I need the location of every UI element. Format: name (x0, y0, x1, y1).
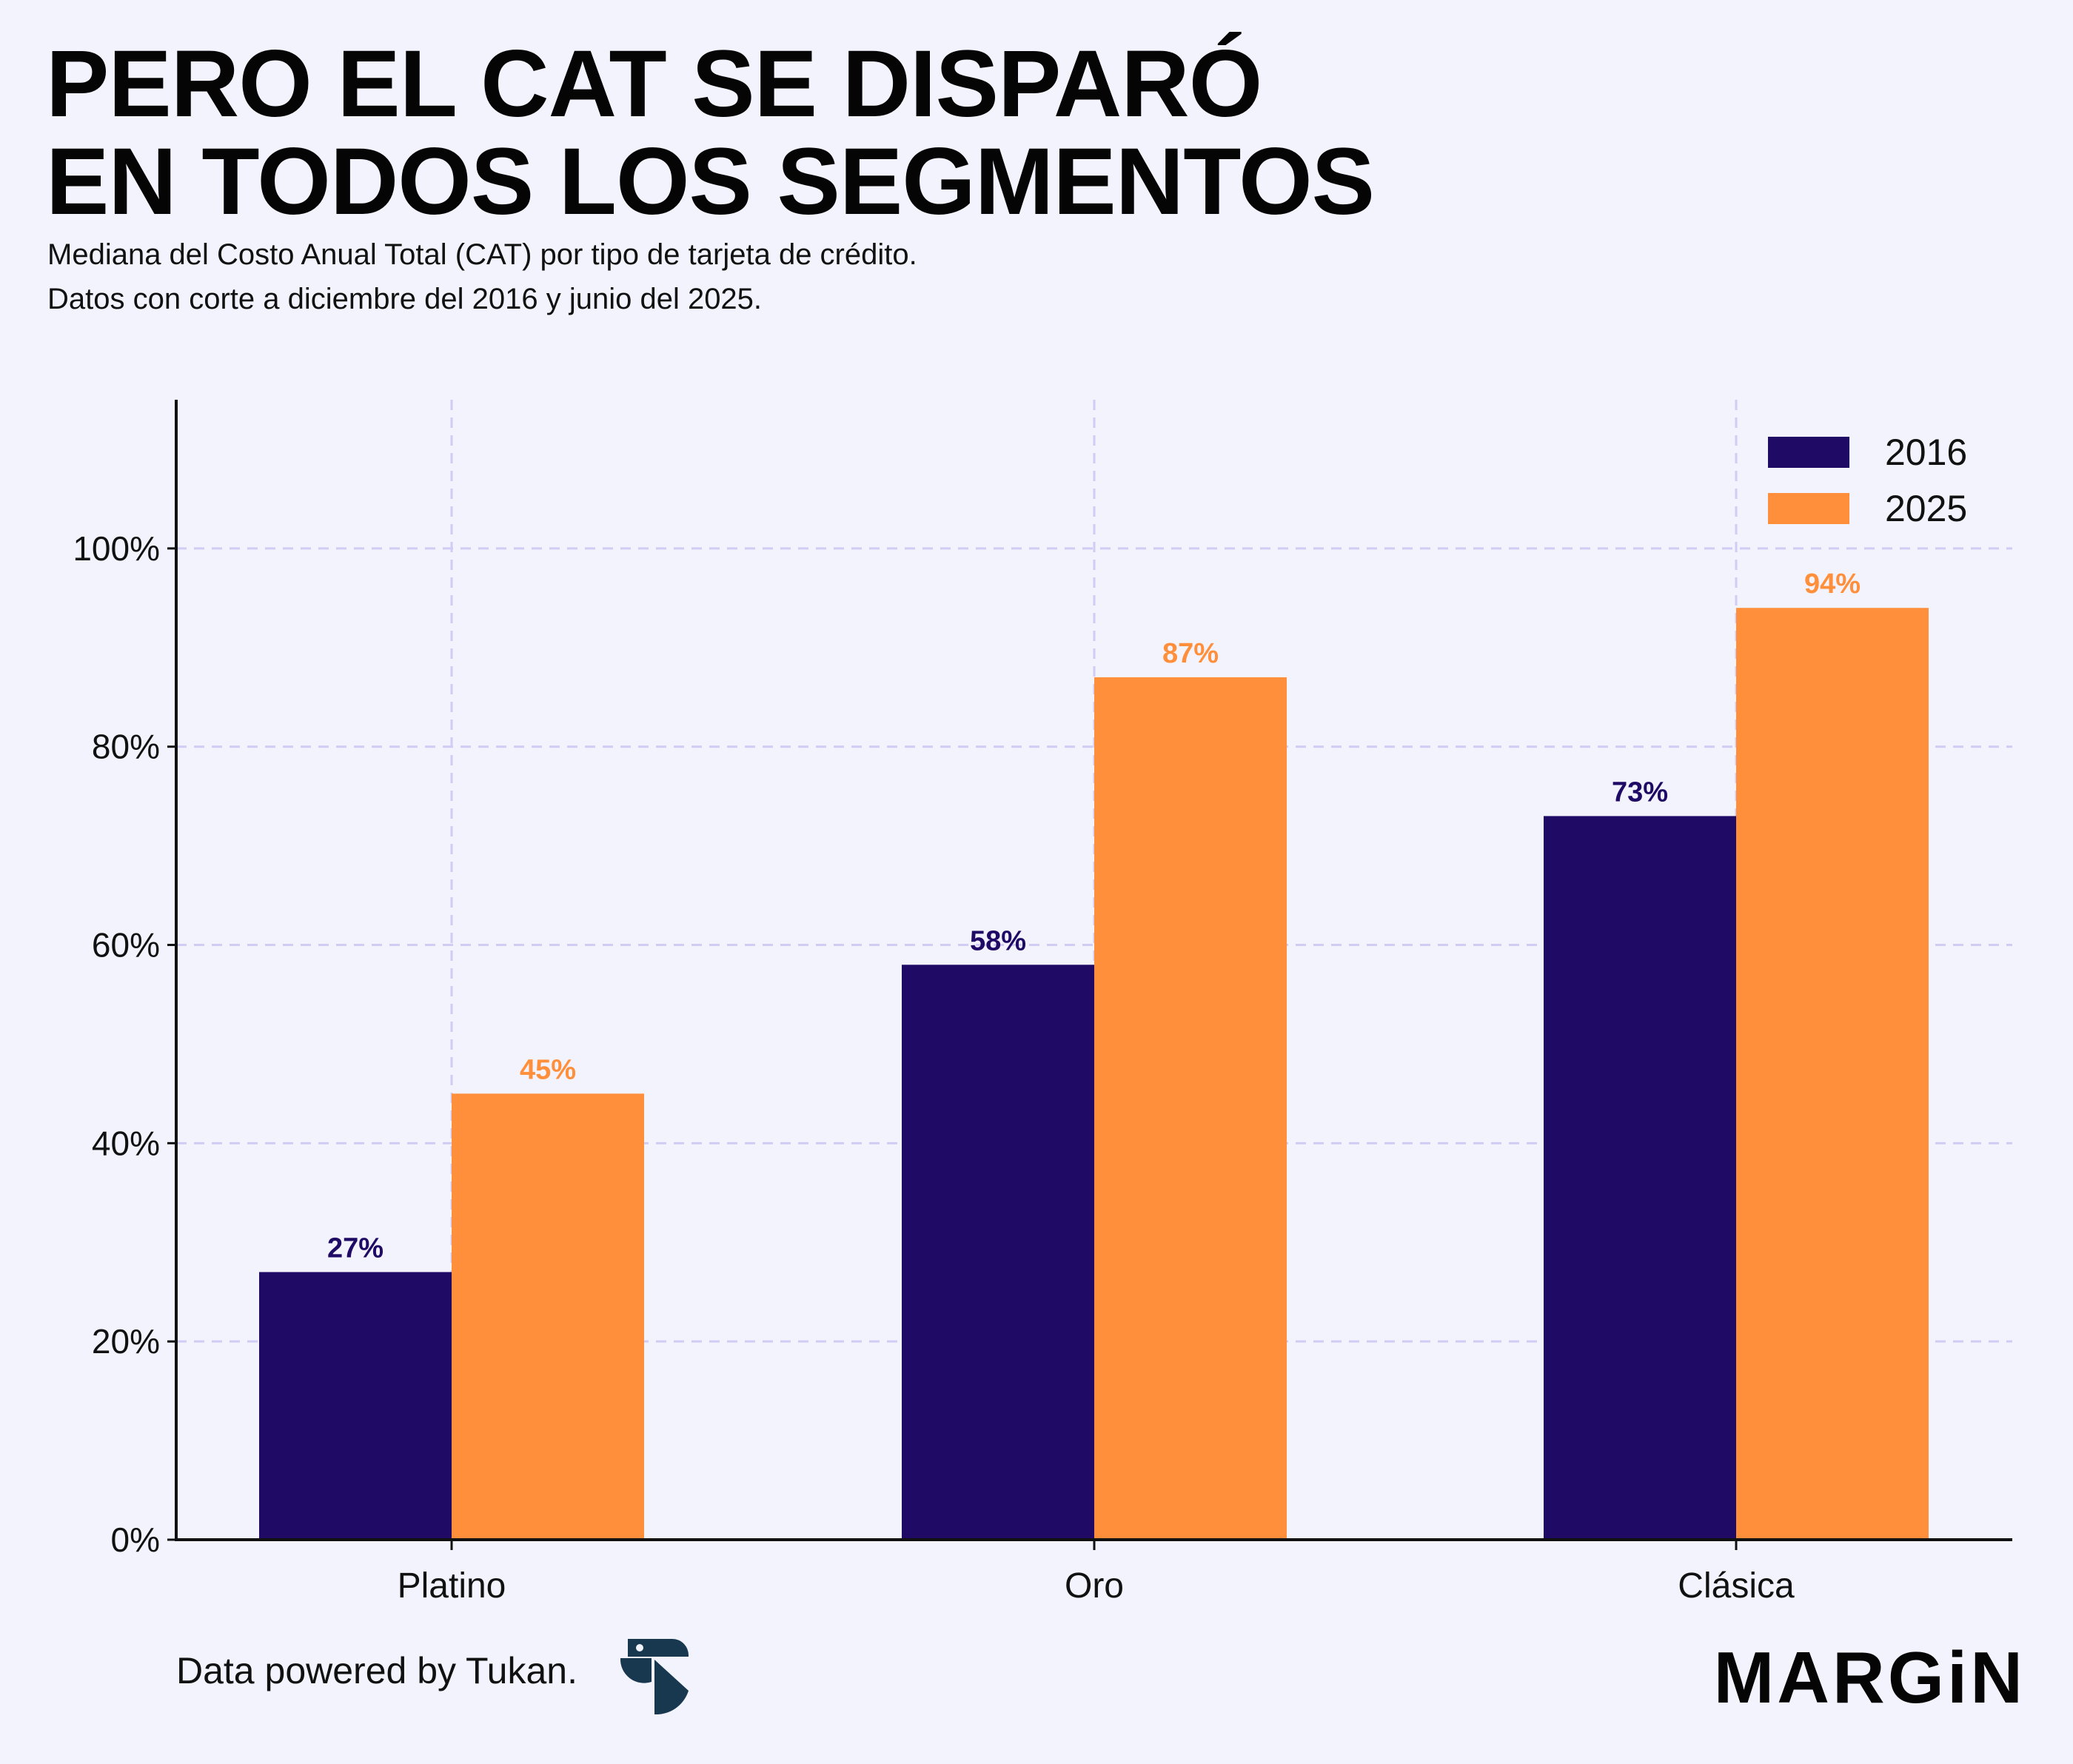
data-label: 73% (1612, 777, 1668, 808)
tukan-logo-icon (620, 1639, 689, 1715)
legend-swatch-2025 (1768, 493, 1849, 524)
y-tick-label: 0% (111, 1520, 160, 1559)
y-tick-label: 40% (92, 1124, 160, 1162)
bar-2025-oro (1094, 677, 1287, 1540)
bar-2016-platino (259, 1272, 452, 1540)
y-tick-label: 100% (73, 529, 160, 568)
bar-2025-platino (452, 1093, 644, 1540)
chart-subtitle-line-1: Mediana del Costo Anual Total (CAT) por … (47, 238, 917, 271)
bar-2016-clásica (1544, 816, 1736, 1540)
data-label: 27% (327, 1233, 384, 1264)
x-tick-label: Oro (1065, 1566, 1124, 1606)
y-tick-label: 60% (92, 926, 160, 965)
legend-label-2016: 2016 (1885, 432, 1967, 473)
chart-title-line-1: PERO EL CAT SE DISPARÓ (46, 31, 1262, 137)
x-tick-label: Clásica (1678, 1566, 1795, 1606)
legend-swatch-2016 (1768, 437, 1849, 468)
data-label: 45% (520, 1054, 576, 1085)
legend-label-2025: 2025 (1885, 488, 1967, 529)
data-label: 87% (1162, 638, 1219, 669)
chart-subtitle: Mediana del Costo Anual Total (CAT) por … (47, 232, 917, 321)
chart-subtitle-line-2: Datos con corte a diciembre del 2016 y j… (47, 283, 763, 315)
bar-2016-oro (902, 965, 1094, 1540)
chart-title: PERO EL CAT SE DISPARÓ EN TODOS LOS SEGM… (46, 31, 1375, 235)
margin-logo: MARGiN (1713, 1637, 2026, 1718)
y-tick-label: 80% (92, 728, 160, 766)
chart-title-line-2: EN TODOS LOS SEGMENTOS (46, 129, 1375, 235)
y-tick-label: 20% (92, 1322, 160, 1361)
x-tick-label: Platino (398, 1566, 506, 1606)
data-credit: Data powered by Tukan. (176, 1650, 577, 1691)
data-label: 94% (1804, 569, 1861, 600)
data-label: 58% (970, 925, 1026, 956)
bar-2025-clásica (1736, 608, 1929, 1540)
